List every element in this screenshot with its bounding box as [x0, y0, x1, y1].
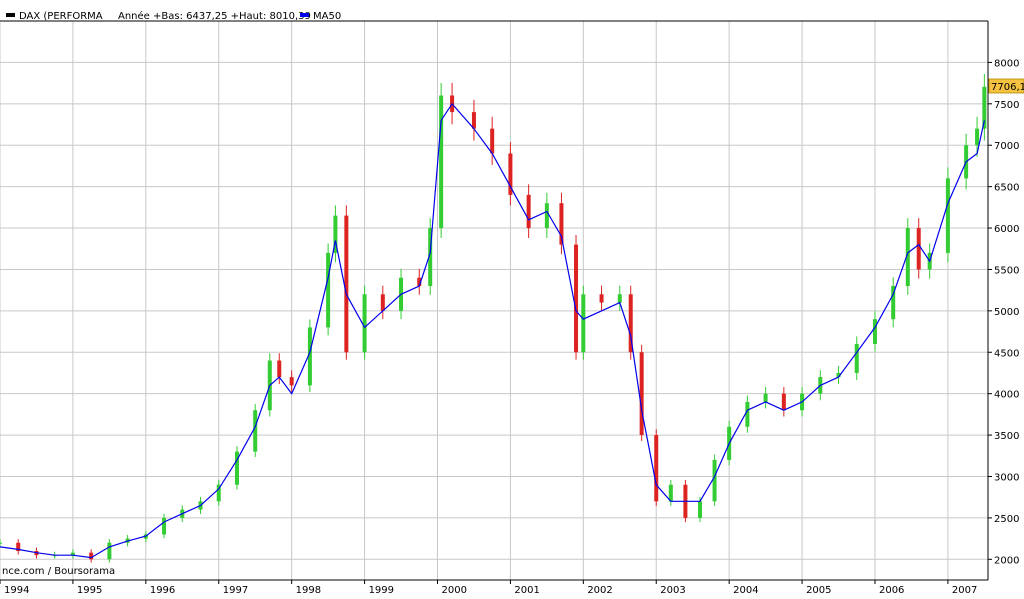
- candle-body: [380, 294, 385, 311]
- candle-body: [471, 112, 476, 129]
- candle-body: [668, 484, 673, 502]
- candle-body: [70, 552, 75, 556]
- x-axis-ticks: 1994 1995 1996 1997 1998 1999 2000 2001 2002 2003…: [0, 580, 977, 596]
- candle-body: [697, 501, 702, 518]
- candle-body: [0, 542, 2, 544]
- candle-body: [854, 343, 859, 373]
- current-price-box: [988, 78, 1024, 94]
- candle-body: [362, 294, 367, 353]
- x-tick-label: 1997: [223, 585, 248, 596]
- candle-body: [417, 277, 422, 287]
- x-tick-label: 2005: [806, 585, 831, 596]
- source-label: nce.com / Boursorama: [2, 566, 115, 577]
- x-tick-label: 2007: [952, 585, 977, 596]
- candle-body: [891, 286, 896, 320]
- candle-body: [326, 252, 331, 328]
- candle-body: [654, 435, 659, 502]
- dax-legend-swatch: [6, 13, 15, 17]
- legend: DAX (PERFORMA Année +Bas: 6437,25 +Haut:…: [6, 10, 341, 22]
- y-tick-label: 3000: [994, 472, 1019, 483]
- candle-body: [289, 377, 294, 386]
- y-tick-label: 2000: [994, 555, 1019, 566]
- candle-body: [216, 484, 221, 502]
- candle-body: [581, 294, 586, 353]
- candle-body: [490, 128, 495, 154]
- candle-body: [712, 459, 717, 502]
- current-price-badge: 7706,1: [988, 78, 1024, 94]
- y-tick-label: 6500: [994, 183, 1019, 194]
- y-tick-label: 7000: [994, 141, 1019, 152]
- y-tick-label: 7500: [994, 100, 1019, 111]
- x-tick-label: 1998: [296, 585, 321, 596]
- candle-body: [872, 319, 877, 344]
- x-tick-label: 1999: [369, 585, 394, 596]
- candle-body: [628, 294, 633, 353]
- candle-body: [333, 215, 338, 253]
- candle-body: [277, 360, 282, 378]
- x-tick-label: 2000: [441, 585, 466, 596]
- y-tick-label: 5500: [994, 265, 1019, 276]
- y-tick-label: 5000: [994, 307, 1019, 318]
- candle-body: [745, 401, 750, 427]
- y-tick-label: 2500: [994, 514, 1019, 525]
- candle-body: [559, 203, 564, 245]
- ma50-legend-swatch: [300, 13, 309, 17]
- candle-body: [526, 194, 531, 229]
- y-tick-label: 4500: [994, 348, 1019, 359]
- candle-body: [508, 153, 513, 195]
- candle-body: [763, 393, 768, 402]
- candle-body: [982, 86, 987, 129]
- candle-body: [599, 294, 604, 303]
- candle-body: [162, 517, 167, 535]
- candle-body: [781, 393, 786, 411]
- candle-body: [307, 327, 312, 386]
- candle-body: [439, 95, 444, 229]
- candle-body: [916, 228, 921, 270]
- x-tick-label: 2001: [514, 585, 539, 596]
- x-tick-label: 1996: [150, 585, 175, 596]
- candle-body: [344, 215, 349, 353]
- ma50-legend-label: MA50: [313, 11, 341, 22]
- candle-body: [945, 178, 950, 253]
- candle-body: [428, 228, 433, 287]
- candle-body: [836, 372, 841, 378]
- y-tick-label: 6000: [994, 224, 1019, 235]
- candle-body: [905, 228, 910, 287]
- candle-body: [975, 128, 980, 146]
- candle-body: [16, 542, 21, 552]
- candle-body: [234, 451, 239, 485]
- y-axis-ticks: 2000 2500 3000 3500 4000 4500 5000 5500 6000 6500…: [988, 58, 1019, 566]
- x-tick-label: 2002: [587, 585, 612, 596]
- candle-body: [574, 244, 579, 353]
- x-tick-label: 2006: [879, 585, 904, 596]
- x-tick-label: 1995: [77, 585, 102, 596]
- y-tick-label: 8000: [994, 58, 1019, 69]
- candle-body: [617, 294, 622, 303]
- candle-body: [253, 410, 258, 452]
- y-tick-label: 4000: [994, 390, 1019, 401]
- stats-label: Année +Bas: 6437,25 +Haut: 8010,39: [118, 10, 311, 22]
- dax-legend-label: DAX (PERFORMA: [19, 11, 103, 22]
- candle-body: [544, 203, 549, 229]
- candle-body: [89, 552, 94, 560]
- y-tick-label: 3500: [994, 431, 1019, 442]
- x-tick-label: 1994: [4, 585, 29, 596]
- x-tick-label: 2004: [733, 585, 758, 596]
- ma50-line: [0, 102, 985, 559]
- candle-body: [107, 542, 112, 560]
- current-price-label: 7706,1: [991, 82, 1024, 93]
- x-tick-label: 2003: [660, 585, 685, 596]
- candle-body: [639, 352, 644, 436]
